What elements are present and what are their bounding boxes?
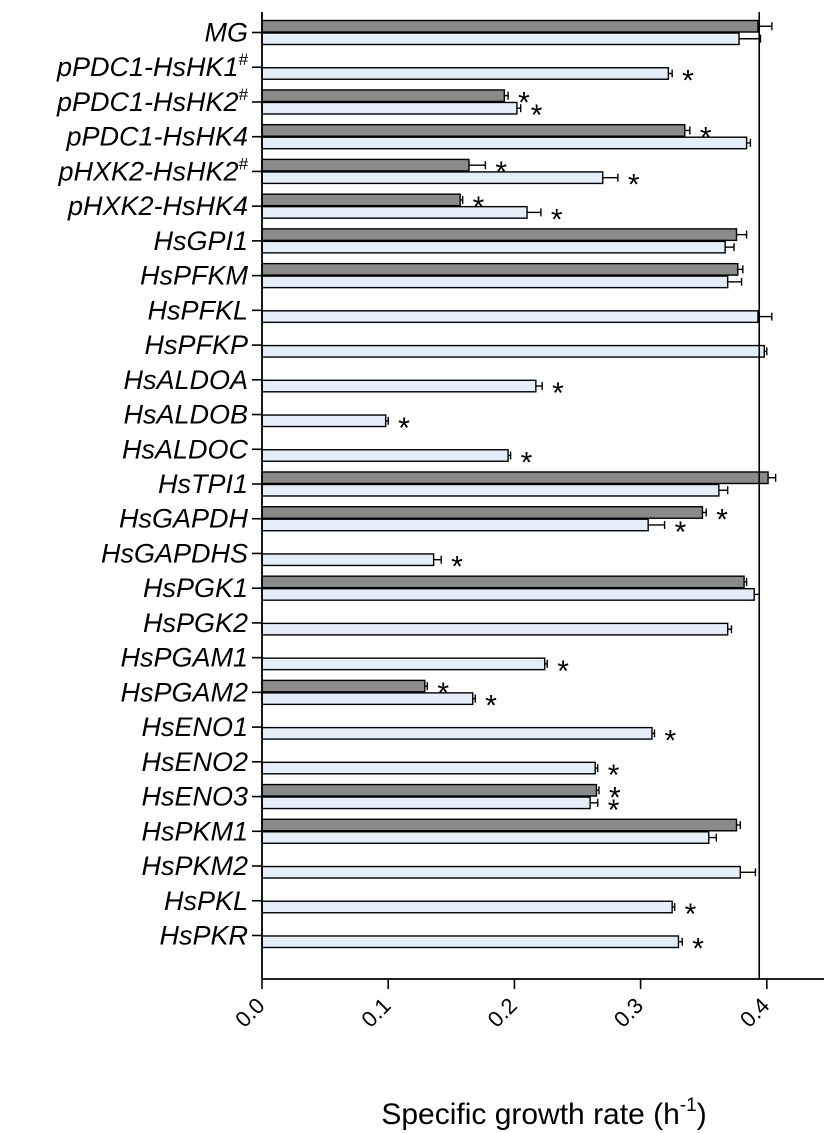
light-bar-1: [261, 67, 670, 80]
dark-significance-14: *: [716, 503, 728, 536]
light-significance-12: *: [521, 447, 533, 480]
light-bar-13: [261, 483, 720, 497]
category-label-18: HsPGAM1: [120, 643, 248, 673]
category-label-2: pPDC1-HsHK2#: [56, 85, 249, 117]
category-label-13: HsTPI1: [158, 469, 248, 499]
x-tick-label-1: 0.1: [356, 993, 395, 1032]
dark-bar-3: [261, 123, 686, 137]
light-bar-0: [261, 32, 740, 46]
x-tick-label-3: 0.3: [609, 993, 648, 1032]
light-significance-18: *: [557, 655, 569, 688]
light-bar-22: [261, 796, 591, 810]
category-label-26: HsPKR: [159, 920, 248, 950]
category-label-7: HsPFKM: [140, 261, 249, 291]
light-significance-25: *: [685, 898, 697, 931]
light-bar-17: [261, 622, 729, 636]
light-bar-19: [261, 692, 474, 706]
light-bar-21: [261, 761, 596, 775]
category-label-9: HsPFKP: [144, 330, 248, 360]
light-bar-9: [261, 344, 765, 358]
light-bar-23: [261, 831, 710, 844]
light-bar-18: [261, 657, 546, 671]
x-axis-title-sup: -1: [680, 1095, 697, 1116]
category-label-16: HsPGK1: [143, 573, 248, 603]
light-significance-2: *: [531, 99, 543, 132]
light-significance-26: *: [692, 933, 704, 966]
light-significance-15: *: [451, 551, 463, 584]
light-significance-14: *: [675, 516, 687, 549]
dark-bar-6: [261, 228, 738, 242]
light-bar-4: [261, 171, 604, 185]
light-bar-8: [261, 310, 759, 324]
dark-bar-4: [261, 158, 470, 172]
x-axis-title-close: ): [697, 1098, 707, 1131]
category-label-10: HsALDOA: [123, 365, 248, 395]
category-label-5: pHXK2-HsHK4: [67, 191, 248, 221]
light-bar-10: [261, 379, 537, 393]
light-bar-2: [261, 101, 518, 115]
light-bar-7: [261, 275, 729, 289]
light-bar-24: [261, 865, 741, 879]
light-bar-5: [261, 205, 528, 219]
light-bar-25: [261, 900, 673, 914]
light-bar-15: [261, 553, 435, 567]
category-label-15: HsGAPDHS: [101, 538, 248, 568]
dark-bar-19: [261, 679, 426, 693]
category-label-25: HsPKL: [164, 886, 248, 916]
dark-bar-23: [261, 818, 738, 832]
x-axis-title-main: Specific growth rate (h: [381, 1098, 679, 1131]
light-bar-11: [261, 414, 387, 428]
x-tick-label-0: 0.0: [230, 993, 269, 1032]
dark-bar-22: [261, 783, 598, 797]
category-label-17: HsPGK2: [143, 608, 248, 638]
dark-significance-2: *: [518, 87, 530, 120]
x-tick-label-4: 0.4: [735, 993, 774, 1032]
light-significance-5: *: [551, 203, 563, 236]
dark-bar-7: [261, 262, 739, 276]
category-label-8: HsPFKL: [147, 295, 248, 325]
category-label-6: HsGPI1: [153, 226, 248, 256]
light-significance-20: *: [664, 724, 676, 757]
dark-bar-16: [261, 575, 745, 589]
category-label-23: HsPKM1: [141, 816, 248, 846]
light-significance-10: *: [552, 377, 564, 410]
light-significance-11: *: [398, 412, 410, 445]
light-significance-1: *: [682, 64, 694, 97]
category-label-0: MG: [205, 18, 249, 48]
category-label-4: pHXK2-HsHK2#: [57, 154, 248, 186]
dark-significance-22: *: [609, 781, 621, 814]
light-significance-4: *: [628, 169, 640, 202]
category-label-22: HsENO3: [141, 782, 248, 812]
x-axis-title: Specific growth rate (h-1): [381, 1095, 706, 1131]
light-significance-19: *: [485, 690, 497, 723]
category-labels: MGpPDC1-HsHK1#pPDC1-HsHK2#pPDC1-HsHK4pHX…: [56, 18, 249, 951]
light-significance-21: *: [608, 759, 620, 792]
dark-bar-5: [261, 193, 461, 207]
light-bar-26: [261, 935, 680, 949]
x-tick-label-2: 0.2: [483, 993, 522, 1032]
category-label-12: HsALDOC: [122, 434, 249, 464]
light-bar-16: [261, 587, 755, 601]
light-bar-14: [261, 518, 649, 532]
light-bar-12: [261, 449, 509, 462]
light-bar-20: [261, 726, 653, 740]
category-label-1: pPDC1-HsHK1#: [56, 50, 249, 82]
category-label-14: HsGAPDH: [119, 504, 249, 534]
category-label-19: HsPGAM2: [120, 677, 248, 707]
light-bar-6: [261, 240, 726, 254]
category-label-20: HsENO1: [141, 712, 248, 742]
category-label-24: HsPKM2: [141, 851, 248, 881]
dark-bar-14: [261, 506, 704, 519]
category-label-3: pPDC1-HsHK4: [65, 122, 248, 152]
category-label-11: HsALDOB: [123, 400, 248, 430]
dark-bar-2: [261, 89, 506, 103]
dark-bar-13: [261, 471, 769, 485]
bars-layer: ***********************: [261, 19, 777, 966]
light-bar-3: [261, 136, 748, 150]
category-label-21: HsENO2: [141, 747, 248, 777]
light-significance-22: *: [608, 794, 620, 827]
dark-bar-0: [261, 19, 759, 33]
